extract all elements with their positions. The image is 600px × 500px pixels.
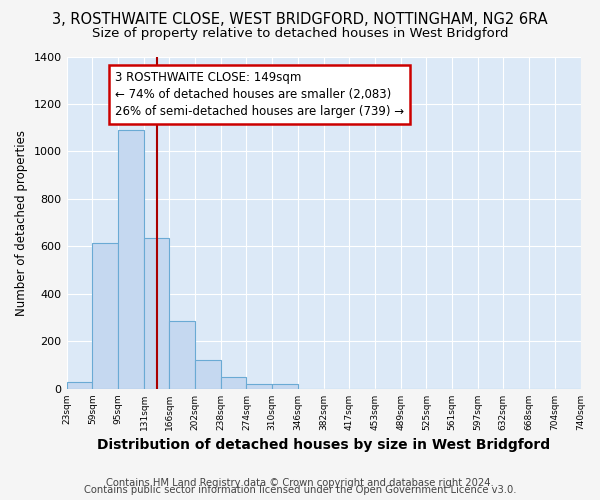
Text: 3, ROSTHWAITE CLOSE, WEST BRIDGFORD, NOTTINGHAM, NG2 6RA: 3, ROSTHWAITE CLOSE, WEST BRIDGFORD, NOT… xyxy=(52,12,548,28)
Text: Contains public sector information licensed under the Open Government Licence v3: Contains public sector information licen… xyxy=(84,485,516,495)
Bar xyxy=(169,322,195,389)
Bar xyxy=(195,360,221,389)
Bar xyxy=(92,243,118,389)
Text: Contains HM Land Registry data © Crown copyright and database right 2024.: Contains HM Land Registry data © Crown c… xyxy=(106,478,494,488)
Bar xyxy=(272,384,298,389)
Bar xyxy=(67,382,92,389)
Bar xyxy=(144,238,169,389)
Bar xyxy=(247,384,272,389)
X-axis label: Distribution of detached houses by size in West Bridgford: Distribution of detached houses by size … xyxy=(97,438,550,452)
Text: 3 ROSTHWAITE CLOSE: 149sqm
← 74% of detached houses are smaller (2,083)
26% of s: 3 ROSTHWAITE CLOSE: 149sqm ← 74% of deta… xyxy=(115,70,404,118)
Bar xyxy=(118,130,144,389)
Bar xyxy=(221,377,247,389)
Y-axis label: Number of detached properties: Number of detached properties xyxy=(15,130,28,316)
Text: Size of property relative to detached houses in West Bridgford: Size of property relative to detached ho… xyxy=(92,28,508,40)
